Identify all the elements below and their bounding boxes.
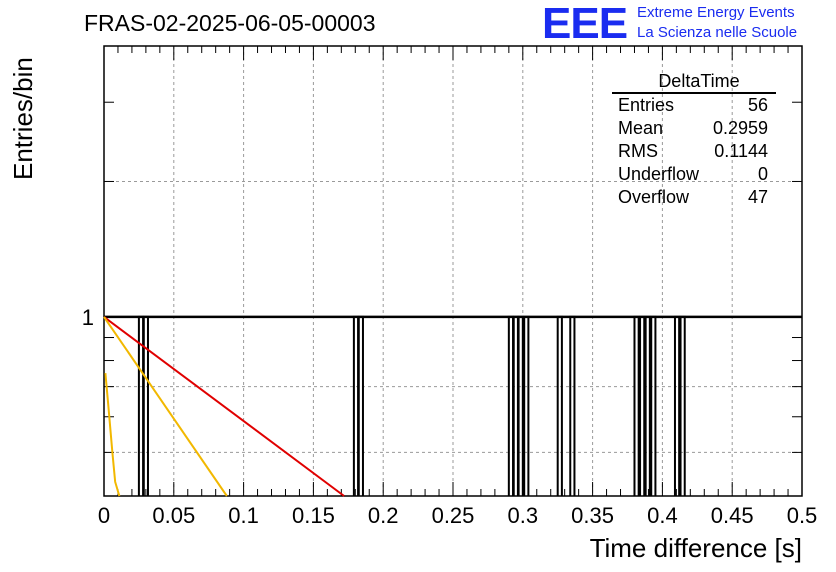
histogram-bar	[556, 315, 563, 496]
fit-curve	[103, 316, 228, 497]
y-tick-label: 1	[82, 305, 94, 330]
x-tick-label: 0.35	[571, 503, 614, 528]
stats-row: Entries 56	[612, 94, 776, 117]
histogram-bar	[507, 315, 515, 496]
stats-row: Overflow 47	[612, 186, 776, 209]
stats-value: 56	[747, 95, 768, 115]
logo-line-1: Extreme Energy Events	[637, 4, 795, 21]
stats-value: 47	[747, 187, 768, 207]
x-tick-label: 0.05	[152, 503, 195, 528]
stats-label: Overflow	[618, 187, 690, 207]
x-tick-label: 0.15	[292, 503, 335, 528]
stats-row: RMS 0.1144	[612, 140, 776, 163]
logo-line-2: La Scienza nelle Scuole	[637, 24, 798, 41]
fit-curve	[103, 316, 345, 497]
stats-label: RMS	[618, 141, 658, 161]
histogram-bar	[569, 315, 576, 496]
histogram-bar	[517, 315, 524, 496]
stats-label: Mean	[618, 118, 664, 138]
histogram-bar	[644, 315, 651, 496]
plot-frame	[103, 45, 803, 497]
plot-title: FRAS-02-2025-06-05-00003	[84, 10, 376, 36]
histogram-bar	[639, 315, 646, 496]
histogram-bar	[633, 315, 640, 496]
stats-label: Entries	[618, 95, 675, 115]
stats-value: 0.1144	[714, 141, 768, 161]
histogram-bar	[679, 315, 686, 496]
histogram-bar	[523, 315, 530, 496]
stats-row: Underflow 0	[612, 163, 776, 186]
stats-row: Mean 0.2959	[612, 117, 776, 140]
stats-box: DeltaTime Entries 56 Mean 0.2959 RMS 0.1…	[612, 70, 776, 209]
x-tick-label: 0	[98, 503, 110, 528]
stats-label: Underflow	[618, 164, 700, 184]
histogram-bar	[673, 315, 681, 496]
histogram-bar	[512, 315, 519, 496]
eee-logo: EEE	[542, 0, 628, 48]
histogram-bar	[650, 315, 657, 496]
fit-curve	[104, 373, 121, 497]
x-tick-label: 0.45	[711, 503, 754, 528]
x-axis-label: Time difference [s]	[589, 533, 802, 563]
x-tick-label: 0.3	[508, 503, 539, 528]
x-tick-label: 0.1	[228, 503, 259, 528]
stats-value: 0	[757, 164, 768, 184]
x-tick-label: 0.25	[432, 503, 475, 528]
histogram-bar	[357, 315, 364, 496]
x-tick-label: 0.4	[647, 503, 678, 528]
y-axis-label: Entries/bin	[8, 57, 38, 180]
histogram-bar	[352, 315, 360, 496]
x-tick-label: 0.2	[368, 503, 399, 528]
x-tick-label: 0.5	[787, 503, 818, 528]
histogram-bar	[142, 315, 149, 496]
stats-title: DeltaTime	[612, 70, 776, 94]
stats-value: 0.2959	[712, 118, 768, 138]
